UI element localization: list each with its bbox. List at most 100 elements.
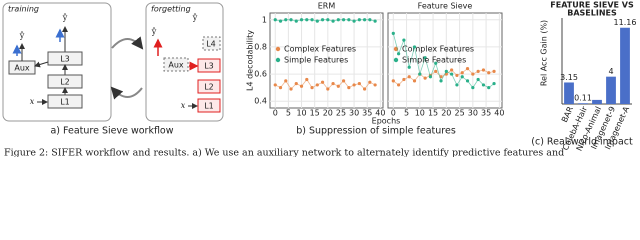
plot-frame [387, 12, 503, 109]
legend-label: Simple Features [402, 56, 466, 65]
aux-box [163, 57, 189, 72]
y-axis-label: Rel Acc Gain (%) [540, 20, 549, 86]
point [305, 77, 309, 82]
point [471, 86, 475, 90]
figure: training ŷ L3 L2 L1 x Aux ŷ forgetting ŷ… [2, 1, 637, 157]
panel-label: forgetting [151, 5, 191, 14]
point [310, 18, 314, 22]
legend-swatch [393, 57, 399, 63]
point [347, 18, 351, 22]
point [363, 18, 367, 22]
point [299, 84, 304, 88]
page: { "diagram": { "training": {"title": "tr… [2, 0, 637, 157]
x-tick-label: 40 [375, 109, 385, 118]
x-tick-label: 40 [494, 109, 504, 118]
point [294, 81, 298, 86]
point [487, 86, 491, 90]
point [352, 19, 356, 23]
point [289, 18, 293, 22]
cycle-arrow [111, 36, 144, 50]
x-tick-label: 15 [310, 109, 320, 118]
x-tick-label: 25 [336, 109, 346, 118]
panel-label: training [8, 5, 39, 14]
point [305, 18, 309, 22]
bar [620, 27, 630, 105]
layer-label: L3 [60, 55, 70, 64]
y-tick-label: 0.8 [254, 42, 267, 51]
point [465, 79, 470, 83]
bar [606, 76, 616, 104]
plot-title: Feature Sieve [418, 2, 473, 11]
point [423, 76, 427, 80]
value-label: 4 [608, 67, 613, 76]
panel-caption: b) Suppression of simple features [296, 126, 456, 137]
layer-label: L3 [204, 62, 214, 71]
value-label: 0.11 [574, 94, 592, 103]
point [418, 72, 422, 76]
point [278, 86, 283, 90]
point [341, 79, 346, 83]
point [412, 45, 417, 49]
point [289, 87, 293, 91]
point [434, 69, 438, 73]
point [476, 77, 480, 82]
point [460, 75, 464, 79]
point [397, 52, 401, 56]
value-label: 11.16 [614, 18, 637, 27]
point [331, 19, 335, 23]
x-tick-label: 10 [415, 109, 425, 118]
point [450, 68, 454, 72]
point [315, 19, 319, 23]
point [492, 81, 496, 86]
bar [592, 99, 602, 104]
point [455, 83, 459, 87]
point [439, 79, 443, 83]
y-axis-label: L4 decodability [246, 30, 255, 91]
point [476, 69, 480, 73]
point [434, 61, 438, 65]
point [278, 19, 283, 23]
x-tick-label: 35 [362, 109, 372, 118]
plot-frame [269, 12, 384, 109]
layer-label: L2 [60, 78, 70, 87]
point [407, 65, 411, 69]
x-tick-label: 25 [454, 109, 464, 118]
aux-output-label: ŷ [151, 27, 157, 36]
bar [578, 103, 588, 104]
input-label: x [181, 101, 186, 110]
point [450, 72, 454, 76]
x-tick-label: 30 [349, 109, 359, 118]
point [341, 18, 346, 22]
series-line [392, 33, 495, 89]
value-label: 3.15 [560, 73, 578, 82]
output-label: ŷ [62, 13, 68, 22]
point [284, 18, 288, 22]
y-tick-label: 1 [262, 15, 267, 24]
point [487, 71, 491, 75]
panel-caption: a) Feature Sieve workflow [50, 126, 173, 137]
point [336, 84, 340, 88]
point [315, 83, 319, 87]
point [373, 19, 377, 23]
x-tick-label: 0 [273, 109, 278, 118]
point [363, 87, 367, 91]
arrow [34, 61, 49, 68]
bar [564, 82, 574, 104]
point [336, 18, 340, 22]
point [455, 73, 459, 78]
legend-swatch [275, 46, 281, 52]
point [326, 18, 330, 22]
y-tick-label: 0.6 [254, 70, 267, 79]
x-tick-label: 20 [323, 109, 333, 118]
point [273, 18, 277, 22]
point [273, 83, 277, 87]
point [397, 83, 401, 87]
legend-label: Complex Features [402, 45, 474, 54]
aux-label: Aux [168, 61, 184, 70]
point [481, 83, 486, 87]
plot-title: FEATURE SIEVE VS [550, 1, 634, 10]
point [326, 87, 330, 91]
x-tick-label: 20 [441, 109, 451, 118]
point [299, 18, 304, 22]
layer-label: L1 [204, 102, 214, 111]
